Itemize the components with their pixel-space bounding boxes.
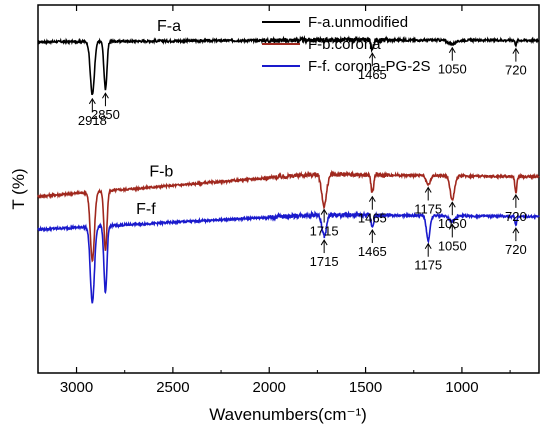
- peak-label: 1465: [358, 67, 387, 82]
- peak-label: 1715: [310, 224, 339, 239]
- peak-arrow-head: [102, 92, 109, 99]
- x-axis-title: Wavenumbers(cm⁻¹): [209, 405, 367, 424]
- peak-arrow-head: [424, 186, 432, 193]
- x-tick-label: 1500: [349, 379, 382, 396]
- peak-label: 2918: [78, 113, 107, 128]
- peak-label: 1050: [438, 62, 467, 77]
- peak-arrow-head: [448, 46, 456, 53]
- peak-label: 1465: [358, 211, 387, 226]
- x-tick-label: 1000: [445, 379, 478, 396]
- peak-arrow-head: [448, 223, 456, 230]
- legend-entry: F-b.corona: [308, 36, 381, 53]
- peak-arrow-head: [320, 208, 328, 215]
- peak-arrow-head: [448, 201, 456, 208]
- curve-label: F-a: [157, 18, 181, 35]
- peak-arrow-head: [424, 242, 432, 250]
- peak-label: 2850: [91, 107, 120, 122]
- peak-label: 1715: [310, 254, 339, 269]
- peak-arrow-head: [320, 239, 328, 246]
- series-line: [37, 35, 540, 96]
- legend-entry: F-f. corona-PG-2S: [308, 58, 431, 75]
- peak-label: 1175: [414, 258, 442, 273]
- legend-entry: F-a.unmodified: [308, 14, 408, 31]
- x-tick-label: 2500: [156, 379, 189, 396]
- peak-label: 720: [505, 209, 527, 224]
- series-line: [37, 169, 540, 263]
- peak-arrow-head: [368, 195, 376, 202]
- peak-arrow-head: [368, 52, 376, 59]
- curve-label: F-f: [136, 201, 156, 218]
- peak-label: 1465: [358, 244, 387, 259]
- peak-label: 1050: [438, 238, 467, 253]
- series-line: [37, 209, 540, 304]
- spectra-curves: [37, 35, 540, 304]
- curve-label: F-b: [149, 163, 173, 180]
- peak-label: 720: [505, 242, 527, 257]
- peak-arrow-head: [88, 97, 96, 105]
- peak-label: 1175: [414, 201, 442, 216]
- x-tick-label: 2000: [253, 379, 286, 396]
- y-axis-title: T (%): [9, 168, 28, 209]
- x-axis-ticks: 3000 2500 2000 1500 1000: [60, 5, 511, 396]
- peak-label: 720: [505, 63, 527, 78]
- x-tick-label: 3000: [60, 379, 93, 396]
- legend: F-a.unmodified F-b.corona F-f. corona-PG-2…: [262, 14, 431, 75]
- peak-arrow-head: [368, 228, 376, 236]
- peak-arrow-head: [512, 47, 520, 54]
- plot-frame: [37, 4, 540, 374]
- peak-arrow-head: [512, 227, 520, 234]
- peak-arrow-head: [512, 193, 520, 201]
